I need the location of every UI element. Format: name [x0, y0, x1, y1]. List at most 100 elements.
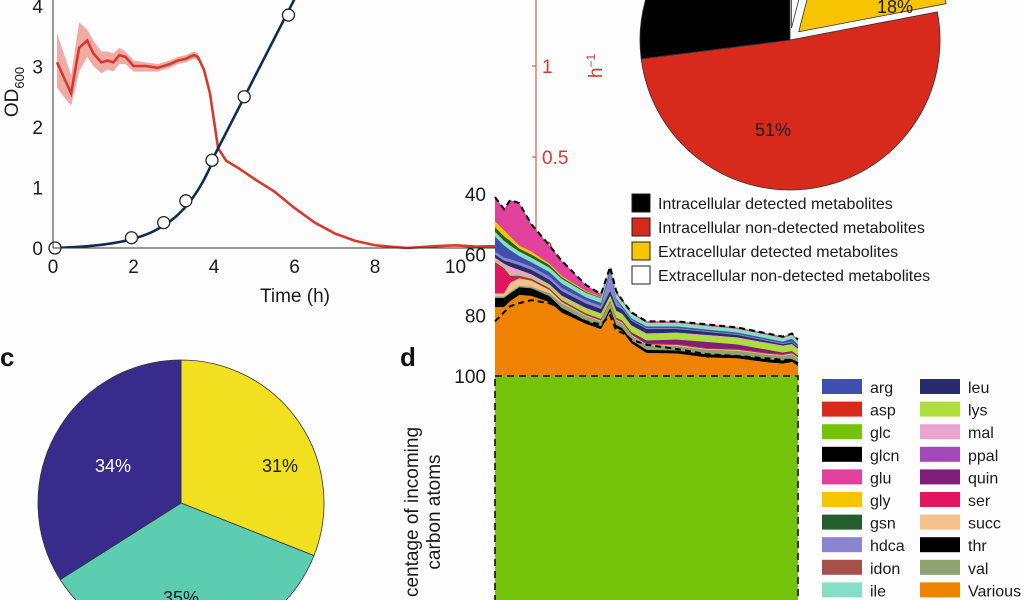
- legend-label: asp: [870, 403, 896, 420]
- x-tick-label: 0: [48, 257, 59, 278]
- pie-slice: [798, 0, 947, 33]
- legend: arg asp glc glcn glu gly gsn hdca idon ile leu lys m…: [822, 379, 1021, 600]
- legend-label: Extracellular detected metabolites: [658, 244, 898, 261]
- pie-slice-label: 35%: [163, 588, 199, 600]
- legend-swatch: [920, 559, 960, 575]
- stacked-areas: [494, 196, 799, 600]
- area-Various: [495, 295, 798, 376]
- legend-label: glc: [870, 425, 890, 442]
- legend-swatch: [822, 492, 862, 507]
- legend-swatch: [631, 265, 651, 285]
- x-tick-label: 2: [128, 257, 139, 278]
- legend-label: leu: [968, 380, 989, 397]
- legend-label: hdca: [870, 538, 905, 555]
- od600-line: [53, 0, 296, 248]
- area-hdca: [495, 251, 798, 348]
- legend-label: ile: [870, 583, 886, 600]
- growth-rate-confidence-band: [57, 22, 198, 107]
- y-tick-label: 60: [465, 246, 486, 267]
- legend: Intracellular detected metabolites Intrac…: [631, 193, 930, 285]
- legend-label: glu: [870, 470, 891, 487]
- legend-label: ser: [968, 493, 991, 510]
- pie-slice: [59, 502, 315, 600]
- y-tick-label: 1: [32, 179, 43, 200]
- y-tick-label: 100: [454, 367, 486, 388]
- area-glu: [495, 197, 798, 342]
- legend-swatch: [822, 401, 862, 417]
- panel-a-growth-chart: 0246810120123400.51 OD600 Time (h) h−1: [2, 0, 607, 307]
- legend-label: Extracellular non-detected metabolites: [658, 268, 930, 285]
- panel-d-area-chart: d centage of incoming carbon atoms 100 80…: [400, 185, 1021, 600]
- legend-swatch: [920, 379, 960, 394]
- legend-swatch: [920, 424, 960, 440]
- legend-label: arg: [870, 380, 893, 397]
- legend-label: val: [968, 561, 988, 578]
- legend-swatch: [920, 446, 960, 462]
- area-val: [495, 285, 798, 363]
- legend-swatch: [822, 446, 862, 462]
- legend-label: thr: [968, 538, 987, 555]
- x-tick-label: 10: [445, 257, 466, 278]
- pie-slice: [37, 359, 182, 581]
- pie-slice: [640, 11, 941, 191]
- legend-swatch: [920, 469, 960, 485]
- x-axis-label: Time (h): [260, 286, 330, 307]
- line-series: [48, 0, 537, 255]
- legend-label: quin: [968, 470, 998, 487]
- y-axis-label: OD600: [2, 67, 27, 117]
- legend-swatch: [822, 424, 862, 440]
- legend-label: lys: [968, 403, 988, 420]
- various-boundary-dashed: [494, 299, 799, 365]
- glc-boundary-dashed: [494, 196, 799, 341]
- y-tick-label: 40: [465, 185, 486, 206]
- legend-label: ppal: [968, 448, 998, 465]
- od600-marker: [281, 8, 296, 22]
- panel-label-c: c: [0, 342, 14, 372]
- pie-slice-label: 18%: [877, 0, 913, 17]
- axes: 100 80 60 40: [454, 185, 799, 600]
- y-tick-label: 2: [32, 118, 43, 139]
- x-tick-label: 4: [209, 257, 220, 278]
- legend-swatch: [631, 217, 651, 237]
- y-tick-label: 0: [32, 239, 43, 260]
- legend-swatch: [920, 582, 960, 598]
- legend-swatch: [920, 537, 960, 553]
- panel-label-d: d: [400, 342, 416, 372]
- legend-label: mal: [968, 425, 994, 442]
- y-axis-label-line1: centage of incoming: [402, 427, 423, 597]
- legend-label: Intracellular non-detected metabolites: [658, 220, 925, 237]
- legend-label: gsn: [870, 516, 896, 533]
- axes: 0246810120123400.51: [32, 0, 568, 278]
- y-tick-label: 3: [32, 58, 43, 79]
- pie-slice: [639, 0, 791, 60]
- confidence-band: [57, 22, 198, 107]
- area-leu: [495, 254, 798, 349]
- od600-marker: [205, 153, 219, 167]
- pie-slice: [180, 359, 325, 557]
- legend-swatch: [822, 537, 862, 553]
- legend-swatch: [920, 492, 960, 507]
- od600-marker: [237, 90, 251, 104]
- pie-slice: [791, 0, 800, 29]
- area-thr: [495, 287, 798, 366]
- legend-swatch: [822, 514, 862, 530]
- y-tick-label: 4: [32, 0, 43, 18]
- od600-marker: [157, 215, 171, 230]
- legend-swatch: [822, 582, 862, 598]
- y2-tick-label: 1: [542, 57, 553, 78]
- area-lys: [495, 260, 798, 356]
- legend-swatch: [631, 241, 651, 261]
- growth-rate-line: [55, 38, 537, 250]
- legend-swatch: [920, 401, 960, 417]
- legend-swatch: [631, 193, 651, 213]
- legend-swatch: [822, 469, 862, 485]
- od600-marker: [124, 231, 139, 245]
- y-axis-label-line2: carbon atoms: [424, 454, 445, 569]
- y2-tick-label: 0.5: [542, 148, 568, 169]
- plot-frame-dashed: [494, 375, 799, 600]
- panel-b-pie-chart: 18% 51% Intracellular detected metabolite…: [631, 0, 947, 285]
- pie-slice-label: 34%: [95, 456, 131, 476]
- od600-marker: [179, 194, 193, 208]
- pie: 31% 35% 34%: [37, 359, 325, 600]
